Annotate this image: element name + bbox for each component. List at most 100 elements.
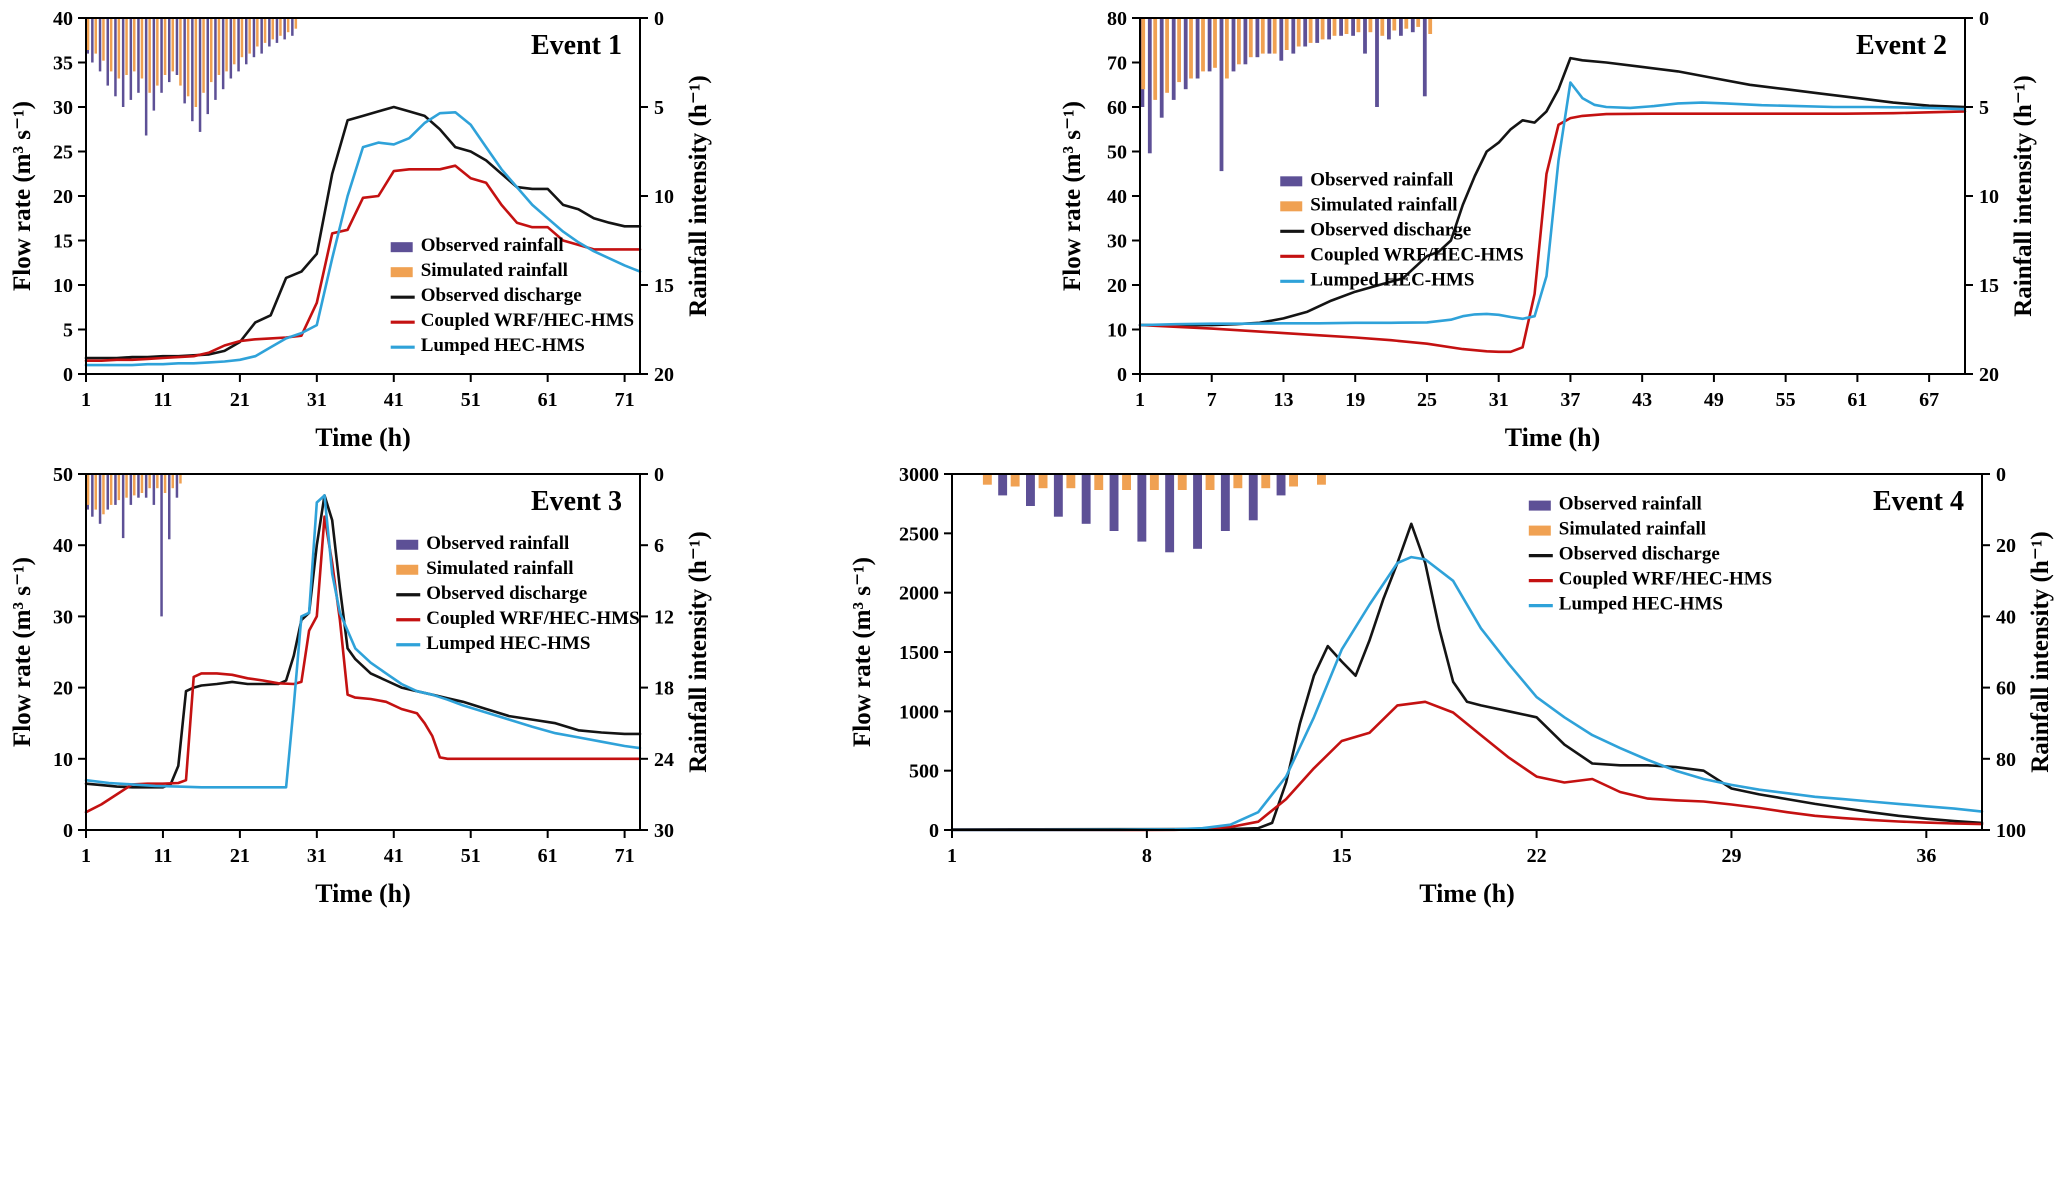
svg-text:35: 35 xyxy=(53,53,73,75)
svg-text:71: 71 xyxy=(615,389,635,411)
svg-text:40: 40 xyxy=(53,535,73,557)
svg-text:0: 0 xyxy=(929,820,939,842)
svg-text:10: 10 xyxy=(53,275,73,297)
svg-text:2500: 2500 xyxy=(899,523,939,545)
svg-text:40: 40 xyxy=(53,8,73,30)
legend-label: Observed discharge xyxy=(1310,219,1471,240)
series-coupled-wrf-hec-hms xyxy=(84,515,642,814)
series-observed-discharge xyxy=(950,522,1984,831)
svg-text:40: 40 xyxy=(1996,606,2016,628)
panel-title: Event 4 xyxy=(1873,486,1964,517)
svg-text:20: 20 xyxy=(1979,364,1999,386)
legend: Observed rainfall Simulated rainfall Obser… xyxy=(1280,169,1524,290)
svg-text:15: 15 xyxy=(1979,275,1999,297)
svg-text:67: 67 xyxy=(1919,389,1939,411)
svg-text:1: 1 xyxy=(81,389,91,411)
legend-swatch-observed-rainfall xyxy=(1280,176,1303,187)
svg-text:40: 40 xyxy=(1107,186,1127,208)
axes: 0 500 1000 1500 2000 2500 3000 0 20 40 60 80 100 1 8 15… xyxy=(899,464,2026,867)
svg-text:100: 100 xyxy=(1996,820,2026,842)
svg-text:50: 50 xyxy=(53,464,73,486)
svg-text:25: 25 xyxy=(53,142,73,164)
svg-text:60: 60 xyxy=(1996,678,2016,700)
legend-swatch-simulated-rainfall xyxy=(390,267,413,278)
svg-text:12: 12 xyxy=(654,606,674,628)
svg-text:20: 20 xyxy=(1996,535,2016,557)
svg-text:25: 25 xyxy=(1417,389,1437,411)
svg-text:61: 61 xyxy=(538,845,558,867)
svg-text:3000: 3000 xyxy=(899,464,939,486)
svg-text:55: 55 xyxy=(1776,389,1796,411)
legend-label: Observed discharge xyxy=(421,285,582,306)
rainfall-bars xyxy=(982,474,1326,553)
plot-frame xyxy=(951,473,1983,831)
rainfall-bars xyxy=(86,474,182,617)
legend-label: Simulated rainfall xyxy=(1310,194,1457,215)
legend-label: Observed rainfall xyxy=(1310,169,1453,190)
panel-title: Event 1 xyxy=(531,30,622,61)
legend-label: Observed rainfall xyxy=(426,533,569,554)
svg-text:80: 80 xyxy=(1107,8,1127,30)
legend-label: Simulated rainfall xyxy=(421,260,568,281)
svg-text:0: 0 xyxy=(1117,364,1127,386)
legend-label: Lumped HEC-HMS xyxy=(1310,269,1474,290)
rainfall-bars xyxy=(1140,18,1433,172)
svg-text:36: 36 xyxy=(1916,845,1936,867)
svg-text:500: 500 xyxy=(909,761,939,783)
chart-panel-event-3: 0 10 20 30 40 50 0 6 12 18 24 30 1 11 21 31 41 51 61 71 Time… xyxy=(0,458,760,910)
legend-label: Observed discharge xyxy=(426,583,587,604)
chart-svg-event-2: 0 10 20 30 40 50 60 70 80 0 5 10 15 20 1 7 13 19 25 31 37 43 4… xyxy=(1059,8,2037,452)
legend-label: Observed rainfall xyxy=(1559,494,1702,515)
svg-text:0: 0 xyxy=(63,820,73,842)
y-axis-right-label: Rainfall intensity (h⁻¹) xyxy=(685,75,712,317)
y-axis-right-label: Rainfall intensity (h⁻¹) xyxy=(2027,531,2054,773)
svg-text:1000: 1000 xyxy=(899,701,939,723)
legend-label: Lumped HEC-HMS xyxy=(426,633,590,654)
svg-text:1500: 1500 xyxy=(899,642,939,664)
legend-label: Coupled WRF/HEC-HMS xyxy=(1559,569,1772,590)
svg-text:15: 15 xyxy=(654,275,674,297)
x-axis-label: Time (h) xyxy=(315,423,411,452)
y-axis-left-label: Flow rate (m³ s⁻¹) xyxy=(1059,101,1086,291)
series-lumped-hec-hms xyxy=(950,555,1984,832)
svg-text:11: 11 xyxy=(153,389,172,411)
chart-panel-event-2: 0 10 20 30 40 50 60 70 80 0 5 10 15 20 1 7 13 19 25 31 37 43 4… xyxy=(1035,2,2067,454)
svg-text:13: 13 xyxy=(1273,389,1293,411)
legend-swatch-observed-rainfall xyxy=(1528,500,1551,511)
svg-text:20: 20 xyxy=(53,678,73,700)
svg-text:11: 11 xyxy=(153,845,172,867)
svg-text:51: 51 xyxy=(461,845,481,867)
series-coupled-wrf-hec-hms xyxy=(950,700,1984,832)
svg-text:18: 18 xyxy=(654,678,674,700)
svg-text:51: 51 xyxy=(461,389,481,411)
legend-label: Coupled WRF/HEC-HMS xyxy=(421,310,634,331)
svg-text:0: 0 xyxy=(654,8,664,30)
svg-text:31: 31 xyxy=(307,845,327,867)
svg-text:24: 24 xyxy=(654,749,674,771)
svg-text:15: 15 xyxy=(1332,845,1352,867)
x-axis-label: Time (h) xyxy=(315,879,411,908)
svg-text:15: 15 xyxy=(53,231,73,253)
plot-frame xyxy=(85,473,641,831)
svg-text:70: 70 xyxy=(1107,53,1127,75)
series-coupled-wrf-hec-hms xyxy=(84,164,642,363)
series-observed-discharge xyxy=(84,494,642,789)
svg-text:0: 0 xyxy=(1979,8,1989,30)
svg-text:50: 50 xyxy=(1107,142,1127,164)
axes: 0 10 20 30 40 50 60 70 80 0 5 10 15 20 1 7 13 19 25 31 37 43 4… xyxy=(1107,8,1999,411)
legend-swatch-observed-rainfall xyxy=(396,539,419,550)
svg-text:30: 30 xyxy=(1107,231,1127,253)
svg-text:41: 41 xyxy=(384,845,404,867)
legend-swatch-simulated-rainfall xyxy=(396,564,419,575)
plot-frame xyxy=(1139,17,1966,375)
legend-label: Lumped HEC-HMS xyxy=(421,335,585,356)
legend: Observed rainfall Simulated rainfall Obser… xyxy=(1528,494,1772,615)
svg-text:37: 37 xyxy=(1560,389,1580,411)
svg-text:41: 41 xyxy=(384,389,404,411)
legend-label: Simulated rainfall xyxy=(1559,519,1706,540)
svg-text:71: 71 xyxy=(615,845,635,867)
